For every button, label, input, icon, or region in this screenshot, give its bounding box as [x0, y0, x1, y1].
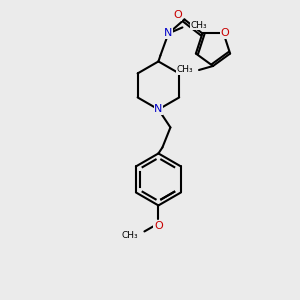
Text: N: N: [154, 104, 163, 114]
Text: O: O: [173, 11, 182, 20]
Text: CH₃: CH₃: [190, 21, 207, 30]
Text: N: N: [164, 28, 172, 38]
Text: CH₃: CH₃: [176, 65, 193, 74]
Text: CH₃: CH₃: [122, 231, 138, 240]
Text: O: O: [220, 28, 229, 38]
Text: O: O: [154, 221, 163, 231]
